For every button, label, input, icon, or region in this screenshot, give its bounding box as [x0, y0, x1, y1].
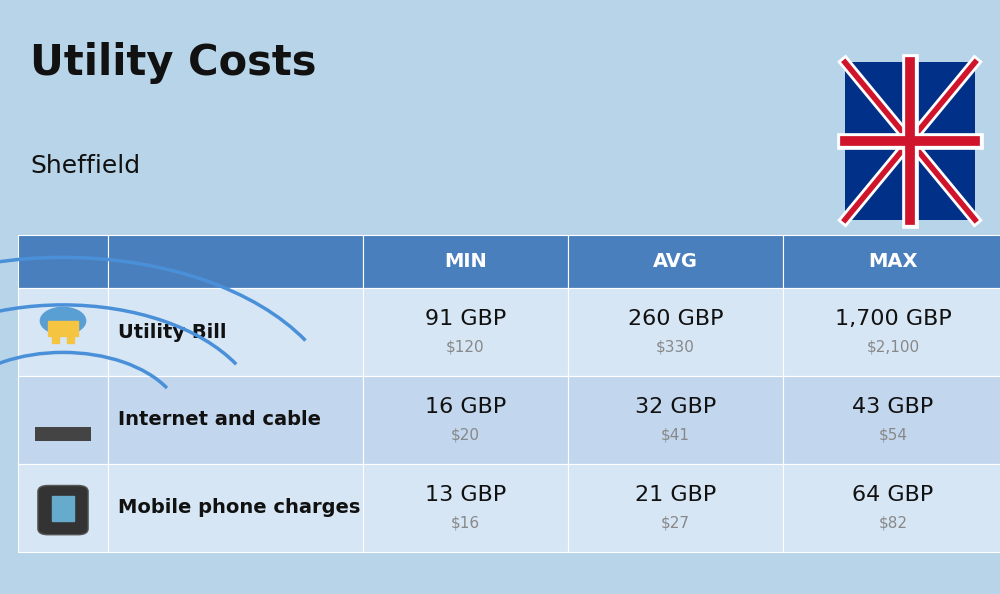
Bar — [568, 235, 783, 288]
Bar — [108, 235, 363, 288]
Bar — [363, 288, 568, 376]
Bar — [108, 464, 363, 552]
Bar — [783, 464, 1000, 552]
Bar — [52, 334, 59, 343]
Circle shape — [40, 307, 86, 334]
Text: $330: $330 — [656, 339, 695, 355]
Bar — [783, 376, 1000, 464]
Text: 260 GBP: 260 GBP — [628, 309, 723, 329]
Bar — [18, 235, 108, 288]
Bar — [783, 288, 1000, 376]
Bar — [568, 288, 783, 376]
Text: 64 GBP: 64 GBP — [852, 485, 934, 505]
Bar — [48, 321, 78, 336]
Bar — [363, 376, 568, 464]
Bar — [568, 464, 783, 552]
Bar — [67, 334, 74, 343]
Bar — [783, 235, 1000, 288]
Text: $41: $41 — [661, 427, 690, 443]
Text: MIN: MIN — [444, 252, 487, 271]
Text: 91 GBP: 91 GBP — [425, 309, 506, 329]
Text: $16: $16 — [451, 515, 480, 530]
Text: Utility Bill: Utility Bill — [118, 323, 226, 342]
Bar — [18, 464, 108, 552]
Bar — [108, 376, 363, 464]
Text: $2,100: $2,100 — [866, 339, 920, 355]
Text: MAX: MAX — [868, 252, 918, 271]
Bar — [568, 376, 783, 464]
Bar — [52, 496, 74, 522]
Text: 13 GBP: 13 GBP — [425, 485, 506, 505]
Bar — [18, 376, 108, 464]
Text: Internet and cable: Internet and cable — [118, 410, 321, 429]
Text: Sheffield: Sheffield — [30, 154, 140, 178]
Text: Mobile phone charges: Mobile phone charges — [118, 498, 360, 517]
Text: 21 GBP: 21 GBP — [635, 485, 716, 505]
Text: $27: $27 — [661, 515, 690, 530]
Bar — [18, 288, 108, 376]
Bar — [363, 235, 568, 288]
Text: Utility Costs: Utility Costs — [30, 42, 316, 84]
Text: $120: $120 — [446, 339, 485, 355]
Bar — [108, 288, 363, 376]
Text: AVG: AVG — [653, 252, 698, 271]
Text: 32 GBP: 32 GBP — [635, 397, 716, 417]
Text: $20: $20 — [451, 427, 480, 443]
Bar — [35, 428, 91, 441]
Text: 43 GBP: 43 GBP — [852, 397, 934, 417]
Text: $82: $82 — [878, 515, 907, 530]
FancyBboxPatch shape — [845, 62, 975, 220]
Bar — [363, 464, 568, 552]
Text: 1,700 GBP: 1,700 GBP — [835, 309, 951, 329]
Text: 16 GBP: 16 GBP — [425, 397, 506, 417]
FancyBboxPatch shape — [38, 485, 88, 535]
Text: $54: $54 — [878, 427, 907, 443]
